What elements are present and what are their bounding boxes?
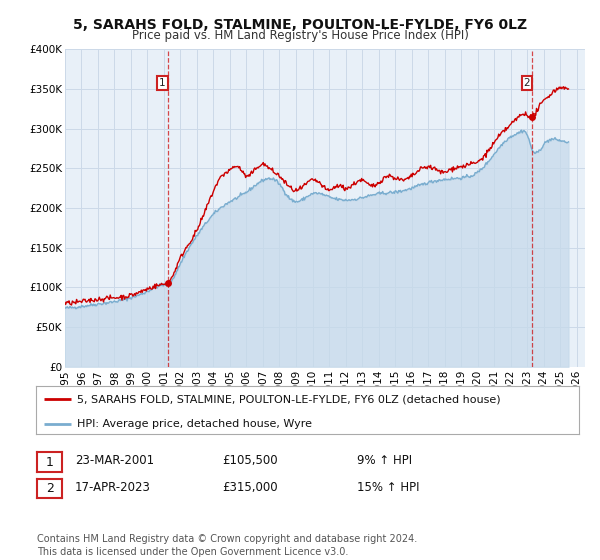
- Text: Price paid vs. HM Land Registry's House Price Index (HPI): Price paid vs. HM Land Registry's House …: [131, 29, 469, 42]
- Text: 9% ↑ HPI: 9% ↑ HPI: [357, 454, 412, 467]
- Text: 17-APR-2023: 17-APR-2023: [75, 480, 151, 494]
- Text: HPI: Average price, detached house, Wyre: HPI: Average price, detached house, Wyre: [77, 418, 312, 428]
- Text: 1: 1: [159, 78, 166, 87]
- Text: 5, SARAHS FOLD, STALMINE, POULTON-LE-FYLDE, FY6 0LZ: 5, SARAHS FOLD, STALMINE, POULTON-LE-FYL…: [73, 18, 527, 32]
- Text: £105,500: £105,500: [222, 454, 278, 467]
- Text: 2: 2: [46, 482, 54, 496]
- Text: 23-MAR-2001: 23-MAR-2001: [75, 454, 154, 467]
- Text: 1: 1: [46, 455, 54, 469]
- Text: 2: 2: [524, 78, 530, 87]
- Text: 15% ↑ HPI: 15% ↑ HPI: [357, 480, 419, 494]
- Text: £315,000: £315,000: [222, 480, 278, 494]
- Text: Contains HM Land Registry data © Crown copyright and database right 2024.
This d: Contains HM Land Registry data © Crown c…: [37, 534, 418, 557]
- Text: 5, SARAHS FOLD, STALMINE, POULTON-LE-FYLDE, FY6 0LZ (detached house): 5, SARAHS FOLD, STALMINE, POULTON-LE-FYL…: [77, 394, 500, 404]
